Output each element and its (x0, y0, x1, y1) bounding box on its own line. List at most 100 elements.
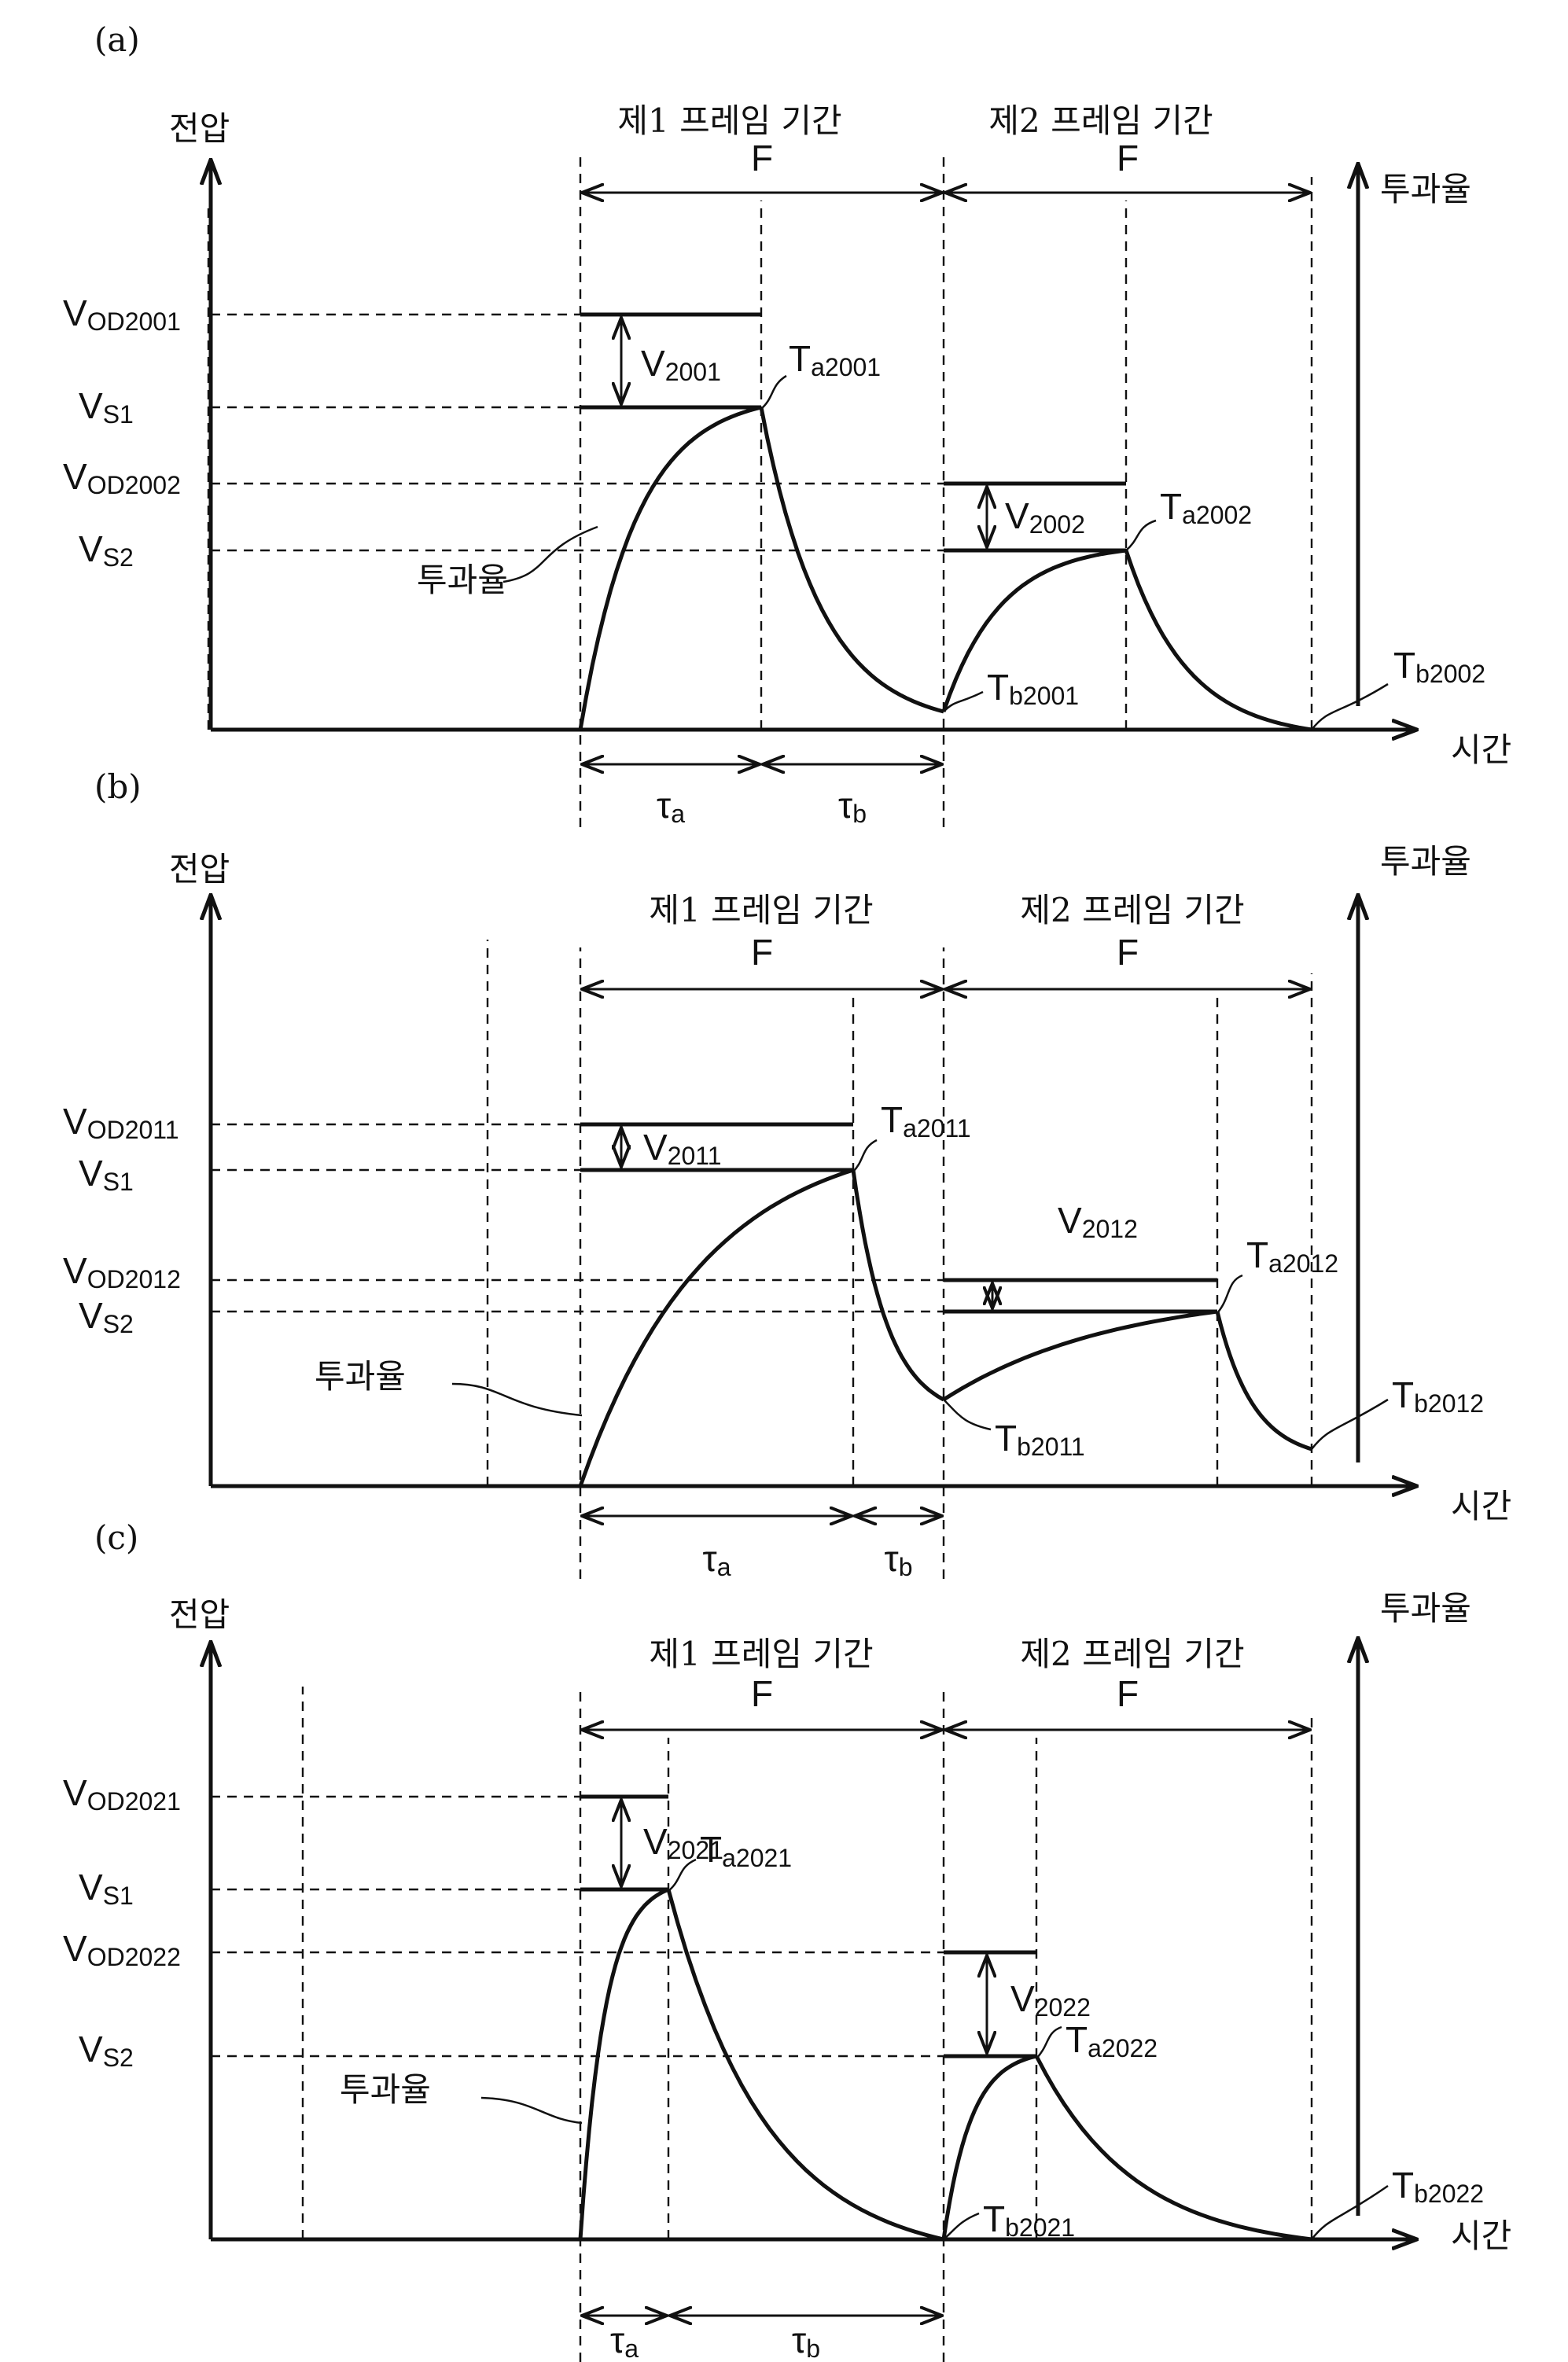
delta-v1-label: V2011 (643, 1127, 722, 1170)
vod1-label-main: V (63, 292, 87, 333)
delta-v1-label: V2001 (641, 343, 721, 386)
transmittance-leader (481, 2098, 582, 2123)
frame2-title: 제2 프레임 기간 (988, 101, 1213, 140)
vs1-label: VS1 (79, 385, 134, 429)
vs2-label-main: V (79, 528, 103, 569)
delta-v2-label-sub: 2012 (1082, 1215, 1138, 1243)
delta-v2-label-main: V (1058, 1200, 1082, 1241)
transmittance-rise-2 (944, 1312, 1217, 1400)
vs2-label-sub: S2 (103, 2044, 134, 2072)
tau-b-label-sub: b (806, 2334, 820, 2362)
vod2-label-main: V (63, 1250, 87, 1291)
ta1-label: Ta2001 (789, 338, 881, 381)
tau-a-label: τa (657, 785, 685, 828)
transmittance-fall-1 (668, 1889, 944, 2239)
delta-v1-label-main: V (641, 343, 665, 384)
vs1-label-sub: S1 (103, 1168, 134, 1196)
ta2-leader (1217, 1275, 1242, 1313)
transmittance-curve-label: 투과율 (417, 561, 508, 599)
tb1-label: Tb2011 (995, 1418, 1085, 1461)
tb2-label: Tb2022 (1392, 2165, 1484, 2208)
frame1-f-label: F (751, 138, 773, 178)
vod2-label: VOD2002 (63, 456, 181, 499)
ta2-label-main: T (1160, 486, 1182, 527)
transmittance-rise-1 (580, 1170, 853, 1486)
tb2-label-sub: b2012 (1414, 1389, 1484, 1418)
tau-a-label: τa (610, 2320, 639, 2362)
tb1-label-sub: b2021 (1005, 2213, 1075, 2242)
tb2-label: Tb2012 (1392, 1374, 1484, 1418)
vs2-label: VS2 (79, 2029, 134, 2072)
tb1-label-main: T (987, 667, 1009, 708)
tau-a-label-main: τ (610, 2320, 624, 2360)
delta-v1-label-sub: 2001 (665, 358, 721, 386)
ta1-leader (668, 1860, 696, 1891)
frame2-title: 제2 프레임 기간 (1020, 1635, 1244, 1673)
y-axis-label: 전압 (169, 1595, 230, 1634)
transmittance-curve-label: 투과율 (340, 2070, 431, 2109)
ta2-label-sub: a2012 (1268, 1249, 1338, 1278)
tb2-leader (1312, 1400, 1388, 1449)
vs2-label: VS2 (79, 1295, 134, 1338)
delta-v1-label-main: V (643, 1821, 668, 1862)
vod1-label-sub: OD2011 (87, 1116, 179, 1144)
ta1-label-sub: a2001 (811, 353, 881, 381)
ta1-label: Ta2011 (881, 1099, 971, 1142)
ta1-label-sub: a2021 (722, 1844, 792, 1872)
tau-b-label: τb (792, 2320, 820, 2362)
x-axis-label: 시간 (1451, 730, 1511, 769)
tb2-leader (1312, 684, 1388, 730)
ta2-label-sub: a2002 (1182, 501, 1252, 529)
frame2-f-label: F (1117, 138, 1139, 178)
vod2-label: VOD2012 (63, 1250, 181, 1293)
vod1-label: VOD2011 (63, 1101, 179, 1144)
x-axis-label: 시간 (1451, 2217, 1511, 2255)
tb1-label-main: T (983, 2198, 1005, 2239)
delta-v2-label-main: V (1010, 1978, 1035, 2019)
vod2-label: VOD2022 (63, 1928, 181, 1971)
tb2-label-main: T (1393, 645, 1415, 686)
vs1-label-sub: S1 (103, 1882, 134, 1910)
transmittance-axis-label: 투과율 (1380, 170, 1471, 208)
vs2-label-sub: S2 (103, 543, 134, 572)
transmittance-fall-2 (1036, 2056, 1312, 2239)
vs2-label-main: V (79, 1295, 103, 1336)
frame2-f-label: F (1117, 1673, 1139, 1714)
tau-a-label-main: τ (703, 1538, 717, 1579)
ta2-label-main: T (1066, 2019, 1088, 2060)
frame1-f-label: F (751, 1673, 773, 1714)
panel-a: (a)전압시간투과율FF제1 프레임 기간제2 프레임 기간τaτbVOD200… (63, 20, 1511, 828)
tb1-leader (944, 1400, 991, 1429)
tau-a-label: τa (703, 1538, 731, 1581)
ta2-leader (1036, 2027, 1062, 2058)
vs2-label-sub: S2 (103, 1310, 134, 1338)
tb2-leader (1312, 2186, 1388, 2239)
delta-v1-label-main: V (643, 1127, 668, 1168)
x-axis-label: 시간 (1451, 1487, 1511, 1525)
vs1-label: VS1 (79, 1867, 134, 1910)
vs1-label: VS1 (79, 1153, 134, 1196)
delta-v2-label: V2022 (1010, 1978, 1091, 2022)
transmittance-axis-label: 투과율 (1380, 842, 1471, 881)
transmittance-rise-1 (580, 1889, 668, 2239)
ta2-label: Ta2012 (1246, 1234, 1338, 1278)
ta2-leader (1126, 521, 1156, 550)
ta1-label-main: T (700, 1829, 722, 1870)
transmittance-leader (452, 1384, 582, 1415)
panel-b: (b)전압시간투과율FF제1 프레임 기간제2 프레임 기간τaτbVOD201… (63, 767, 1511, 1581)
tb1-label: Tb2021 (983, 2198, 1075, 2242)
tb1-label: Tb2001 (987, 667, 1079, 710)
transmittance-rise-1 (580, 407, 761, 730)
tb1-label-sub: b2001 (1009, 682, 1079, 710)
vod1-label: VOD2021 (63, 1772, 181, 1816)
vod2-label-sub: OD2022 (87, 1943, 181, 1971)
transmittance-fall-1 (853, 1170, 944, 1400)
vod2-label-sub: OD2002 (87, 471, 181, 499)
delta-v2-label: V2002 (1005, 495, 1085, 539)
vod1-label-sub: OD2001 (87, 307, 181, 336)
tau-b-label-main: τ (885, 1538, 899, 1579)
y-axis-label: 전압 (169, 850, 230, 889)
vod1-label-main: V (63, 1772, 87, 1813)
vod2-label-main: V (63, 456, 87, 497)
